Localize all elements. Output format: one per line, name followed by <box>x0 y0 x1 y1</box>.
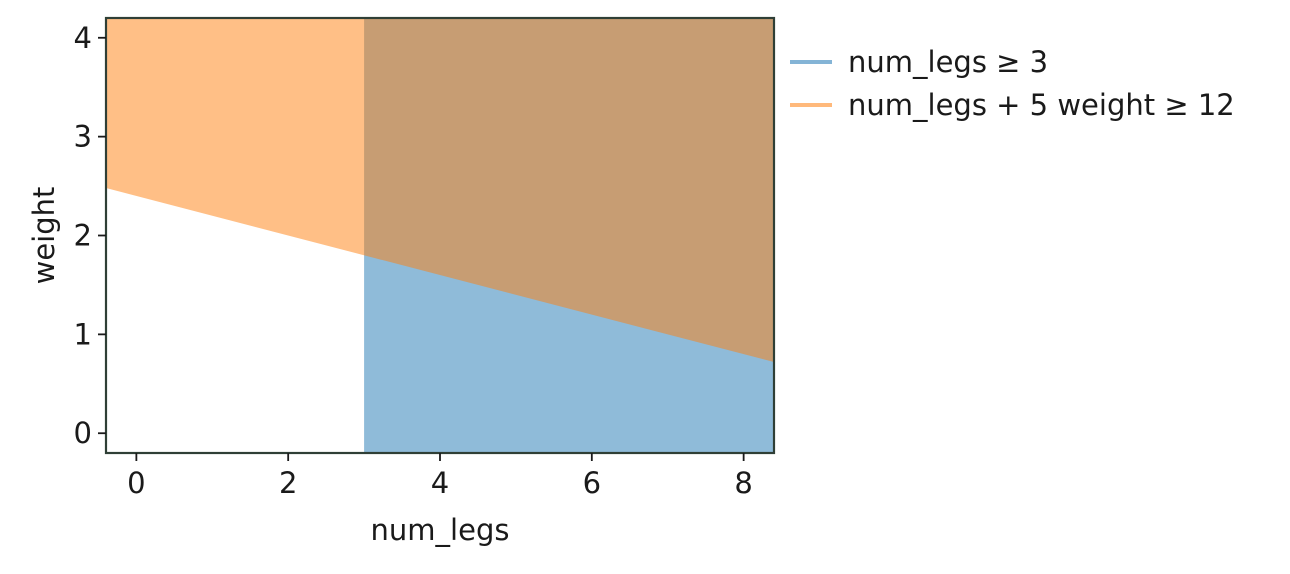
x-tick-label: 8 <box>734 466 752 500</box>
y-tick-label: 1 <box>74 317 92 351</box>
y-axis-label: weight <box>27 187 61 285</box>
x-tick-label: 2 <box>279 466 297 500</box>
regions-layer <box>106 18 774 453</box>
y-tick-label: 3 <box>74 120 92 154</box>
region-series-2 <box>106 18 774 363</box>
x-axis-label: num_legs <box>371 513 510 547</box>
y-tick-label: 4 <box>74 21 92 55</box>
legend-label-2: num_legs + 5 weight ≥ 12 <box>848 88 1235 122</box>
x-tick-label: 4 <box>431 466 449 500</box>
x-tick-label: 6 <box>583 466 601 500</box>
ticks-layer: 0 2 4 6 8 0 1 2 3 4 <box>74 21 753 500</box>
y-tick-label: 0 <box>74 416 92 450</box>
legend: num_legs ≥ 3 num_legs + 5 weight ≥ 12 <box>790 45 1235 122</box>
legend-label-1: num_legs ≥ 3 <box>848 45 1048 79</box>
y-tick-label: 2 <box>74 219 92 253</box>
x-tick-label: 0 <box>127 466 145 500</box>
